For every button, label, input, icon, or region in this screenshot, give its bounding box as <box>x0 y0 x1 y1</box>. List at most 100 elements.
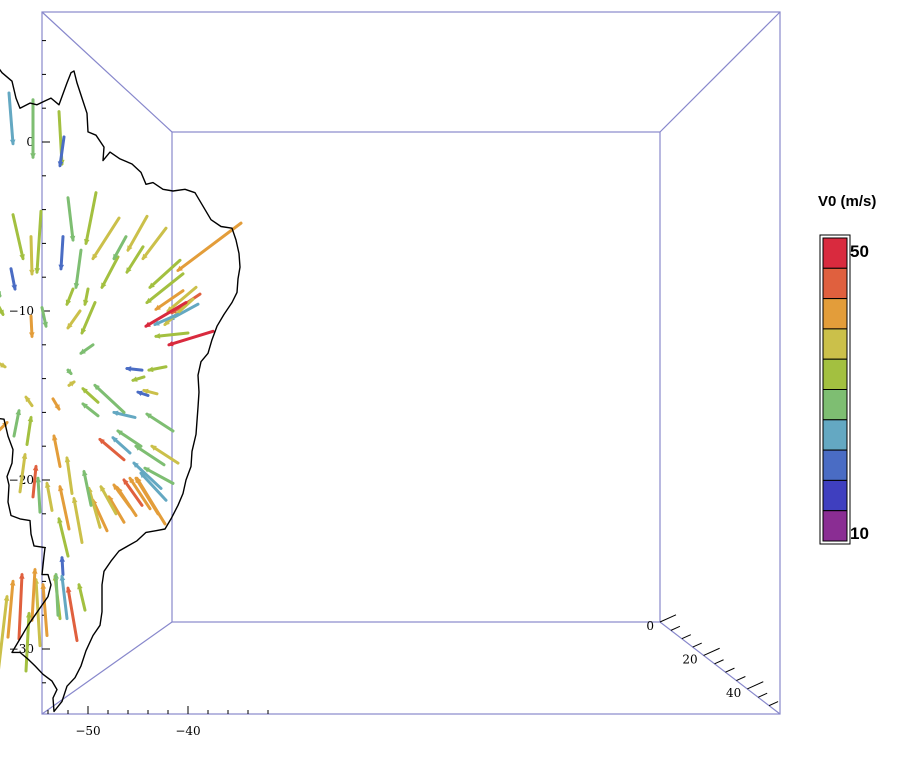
vector-arrow-head <box>30 153 36 160</box>
vector-arrow <box>0 421 9 432</box>
vector-arrow-head <box>100 485 106 492</box>
vector-arrow <box>77 583 87 612</box>
z-tick-mark <box>703 647 720 656</box>
vector-arrow-head <box>131 376 138 382</box>
vector-arrow <box>141 226 168 261</box>
vector-arrow-head <box>116 429 123 436</box>
vector-arrow-head <box>98 438 105 445</box>
vector-arrow <box>143 466 175 485</box>
vector-arrow <box>59 235 65 271</box>
vector-arrow-head <box>19 572 25 579</box>
vector-arrow-head <box>54 404 61 411</box>
vector-arrow-head <box>40 582 47 589</box>
vector-arrow-head <box>154 333 161 339</box>
bounding-box-3d <box>41 11 781 715</box>
vector-arrow <box>72 497 84 545</box>
vector-arrow-head <box>31 567 38 574</box>
vector-arrow-head <box>142 388 149 395</box>
vector-arrow-head <box>145 413 152 419</box>
vector-arrow-head <box>65 586 72 593</box>
vector-arrow <box>91 216 121 261</box>
vector-arrow <box>154 289 185 311</box>
vector-arrow-head <box>139 471 146 479</box>
vector-arrow-head <box>81 387 88 394</box>
depth-edge-bottom-left <box>41 621 173 715</box>
vector-arrow-head <box>27 415 34 422</box>
vector-arrow-head <box>35 476 42 483</box>
vector-arrow <box>45 481 54 512</box>
vector-arrow-head <box>59 574 66 581</box>
vector-arrow <box>100 255 120 289</box>
vector-arrow <box>122 478 144 507</box>
z-tick-mark <box>692 642 702 648</box>
vector-arrow-head <box>134 476 141 484</box>
vector-arrow-head <box>147 366 154 373</box>
vector-arrow <box>128 476 152 511</box>
legend-swatch <box>822 419 848 451</box>
vector-arrow-head <box>80 328 87 335</box>
vector-arrow-head <box>128 476 135 484</box>
vector-arrow <box>98 437 126 462</box>
vector-arrow <box>12 409 21 438</box>
vector-arrow <box>66 586 79 643</box>
legend-swatch <box>822 449 848 481</box>
vector-arrow <box>25 415 33 447</box>
vector-arrow-head <box>81 402 88 409</box>
vector-arrow-head <box>176 265 183 272</box>
vector-arrow <box>31 464 38 499</box>
vector-arrow-head <box>112 483 119 490</box>
vector-arrow-head <box>101 282 107 290</box>
vector-arrow <box>166 285 198 313</box>
z-tick-mark <box>670 625 681 631</box>
legend-outer-frame <box>819 234 851 545</box>
vector-arrow <box>125 245 145 274</box>
z-tick-label: 20 <box>682 652 697 666</box>
vector-arrow <box>0 595 9 670</box>
vector-arrow-head <box>112 410 119 417</box>
vector-arrow-head <box>132 461 139 468</box>
vector-arrow <box>107 495 126 524</box>
vector-arrow <box>35 209 43 274</box>
vector-arrow-head <box>59 555 66 562</box>
vector-arrow-head <box>25 611 32 618</box>
vector-arrow <box>58 485 71 531</box>
vector-arrow-head <box>0 362 7 368</box>
vector-arrow-head <box>167 340 174 347</box>
vector-arrow <box>7 91 15 146</box>
vector-arrow <box>54 573 60 617</box>
vector-arrow <box>163 297 195 327</box>
vector-arrows <box>0 91 243 673</box>
vector-arrow-head <box>42 321 48 329</box>
vector-arrow <box>112 235 128 261</box>
legend-min-label: 10 <box>850 524 869 543</box>
vector-arrow <box>99 485 118 516</box>
vector-arrow <box>29 235 34 276</box>
vector-arrow-head <box>64 456 71 463</box>
vector-arrow <box>6 579 15 639</box>
vector-arrow <box>24 612 31 673</box>
vector-arrow-head <box>0 309 4 317</box>
vector-arrow <box>11 213 25 261</box>
vector-arrow-head <box>163 319 170 326</box>
vector-arrow <box>80 301 97 335</box>
vector-arrow-head <box>21 452 28 459</box>
vector-arrow-head <box>111 436 118 443</box>
vector-arrow-head <box>93 383 100 391</box>
z-tick-label: 40 <box>726 686 741 700</box>
legend-swatch <box>822 358 848 391</box>
vector-arrow <box>134 444 166 467</box>
x-tick-label: −40 <box>175 724 200 738</box>
vector-arrow-head <box>29 332 35 339</box>
vector-arrow-head <box>83 299 89 307</box>
vector-arrow <box>145 272 185 305</box>
legend-swatch <box>822 298 848 330</box>
vector-arrow-head <box>3 594 10 601</box>
vector-arrow <box>34 578 42 648</box>
vector-arrow <box>144 301 188 328</box>
vector-arrow <box>57 517 70 558</box>
vector-arrow <box>153 312 180 327</box>
legend-swatch <box>822 510 848 542</box>
outer-frame <box>41 11 781 715</box>
